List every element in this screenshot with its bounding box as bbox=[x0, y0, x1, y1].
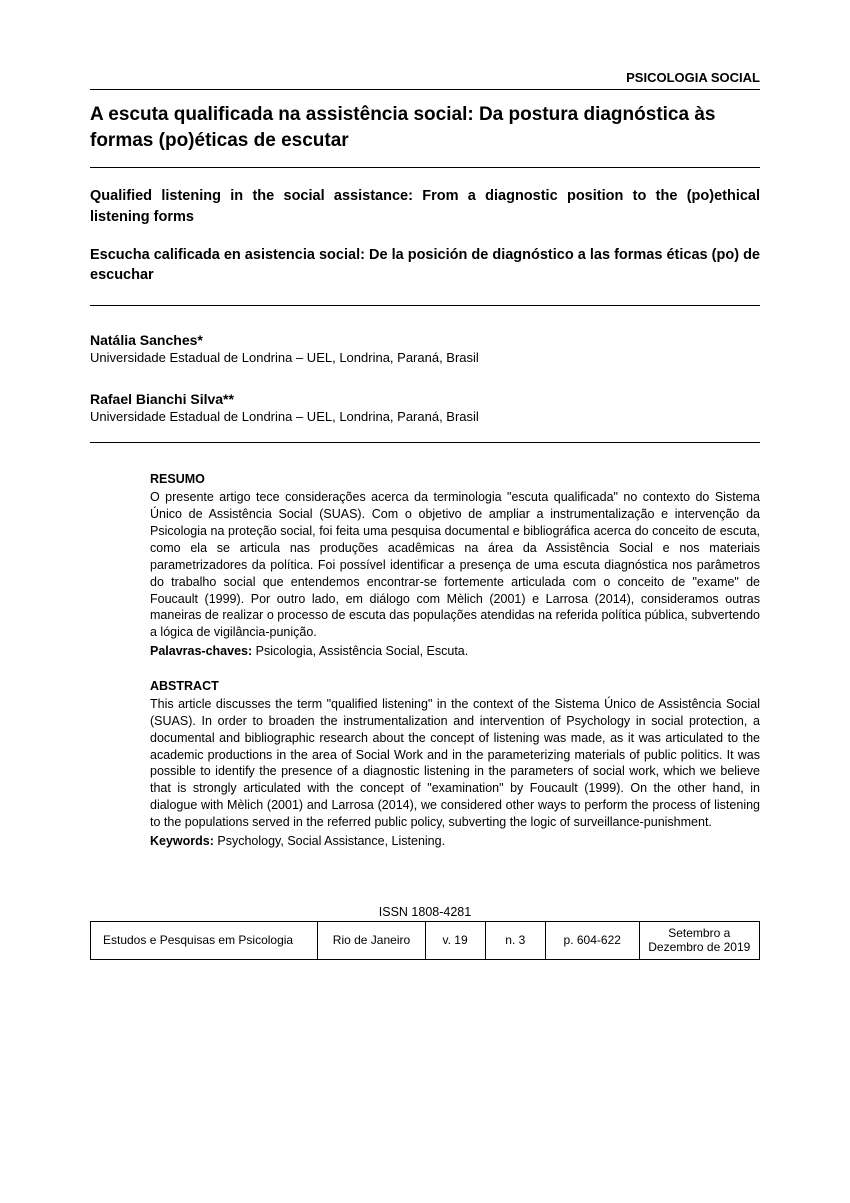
footer-number: n. 3 bbox=[485, 921, 545, 959]
author-affiliation: Universidade Estadual de Londrina – UEL,… bbox=[90, 409, 760, 424]
table-row: Estudos e Pesquisas em Psicologia Rio de… bbox=[91, 921, 760, 959]
footer-date-line1: Setembro a bbox=[668, 926, 730, 940]
section-label: PSICOLOGIA SOCIAL bbox=[90, 70, 760, 85]
keywords-value: Psychology, Social Assistance, Listening… bbox=[214, 834, 445, 848]
abstract-keywords: Keywords: Psychology, Social Assistance,… bbox=[150, 833, 760, 850]
footer: ISSN 1808-4281 Estudos e Pesquisas em Ps… bbox=[90, 905, 760, 960]
footer-table: Estudos e Pesquisas em Psicologia Rio de… bbox=[90, 921, 760, 960]
divider-after-subtitles bbox=[90, 305, 760, 306]
article-title-spanish: Escucha calificada en asistencia social:… bbox=[90, 245, 760, 286]
divider-after-title bbox=[90, 167, 760, 168]
footer-journal: Estudos e Pesquisas em Psicologia bbox=[91, 921, 318, 959]
divider-top bbox=[90, 89, 760, 90]
author-block-2: Rafael Bianchi Silva** Universidade Esta… bbox=[90, 391, 760, 424]
keywords-value: Psicologia, Assistência Social, Escuta. bbox=[252, 644, 468, 658]
article-title-english: Qualified listening in the social assist… bbox=[90, 186, 760, 227]
keywords-label: Palavras-chaves: bbox=[150, 644, 252, 658]
footer-date-line2: Dezembro de 2019 bbox=[648, 940, 750, 954]
divider-after-authors bbox=[90, 442, 760, 443]
abstract-block: ABSTRACT This article discusses the term… bbox=[150, 678, 760, 850]
footer-volume: v. 19 bbox=[425, 921, 485, 959]
issn: ISSN 1808-4281 bbox=[90, 905, 760, 919]
footer-pages: p. 604-622 bbox=[545, 921, 639, 959]
author-block-1: Natália Sanches* Universidade Estadual d… bbox=[90, 332, 760, 365]
footer-date: Setembro a Dezembro de 2019 bbox=[639, 921, 759, 959]
footer-city: Rio de Janeiro bbox=[318, 921, 425, 959]
resumo-keywords: Palavras-chaves: Psicologia, Assistência… bbox=[150, 643, 760, 660]
abstract-heading: ABSTRACT bbox=[150, 678, 760, 695]
author-name: Natália Sanches* bbox=[90, 332, 760, 348]
author-name: Rafael Bianchi Silva** bbox=[90, 391, 760, 407]
article-title-main: A escuta qualificada na assistência soci… bbox=[90, 102, 760, 153]
resumo-text: O presente artigo tece considerações ace… bbox=[150, 489, 760, 641]
resumo-heading: RESUMO bbox=[150, 471, 760, 488]
abstract-text: This article discusses the term "qualifi… bbox=[150, 696, 760, 831]
author-affiliation: Universidade Estadual de Londrina – UEL,… bbox=[90, 350, 760, 365]
keywords-label: Keywords: bbox=[150, 834, 214, 848]
resumo-block: RESUMO O presente artigo tece consideraç… bbox=[150, 471, 760, 660]
